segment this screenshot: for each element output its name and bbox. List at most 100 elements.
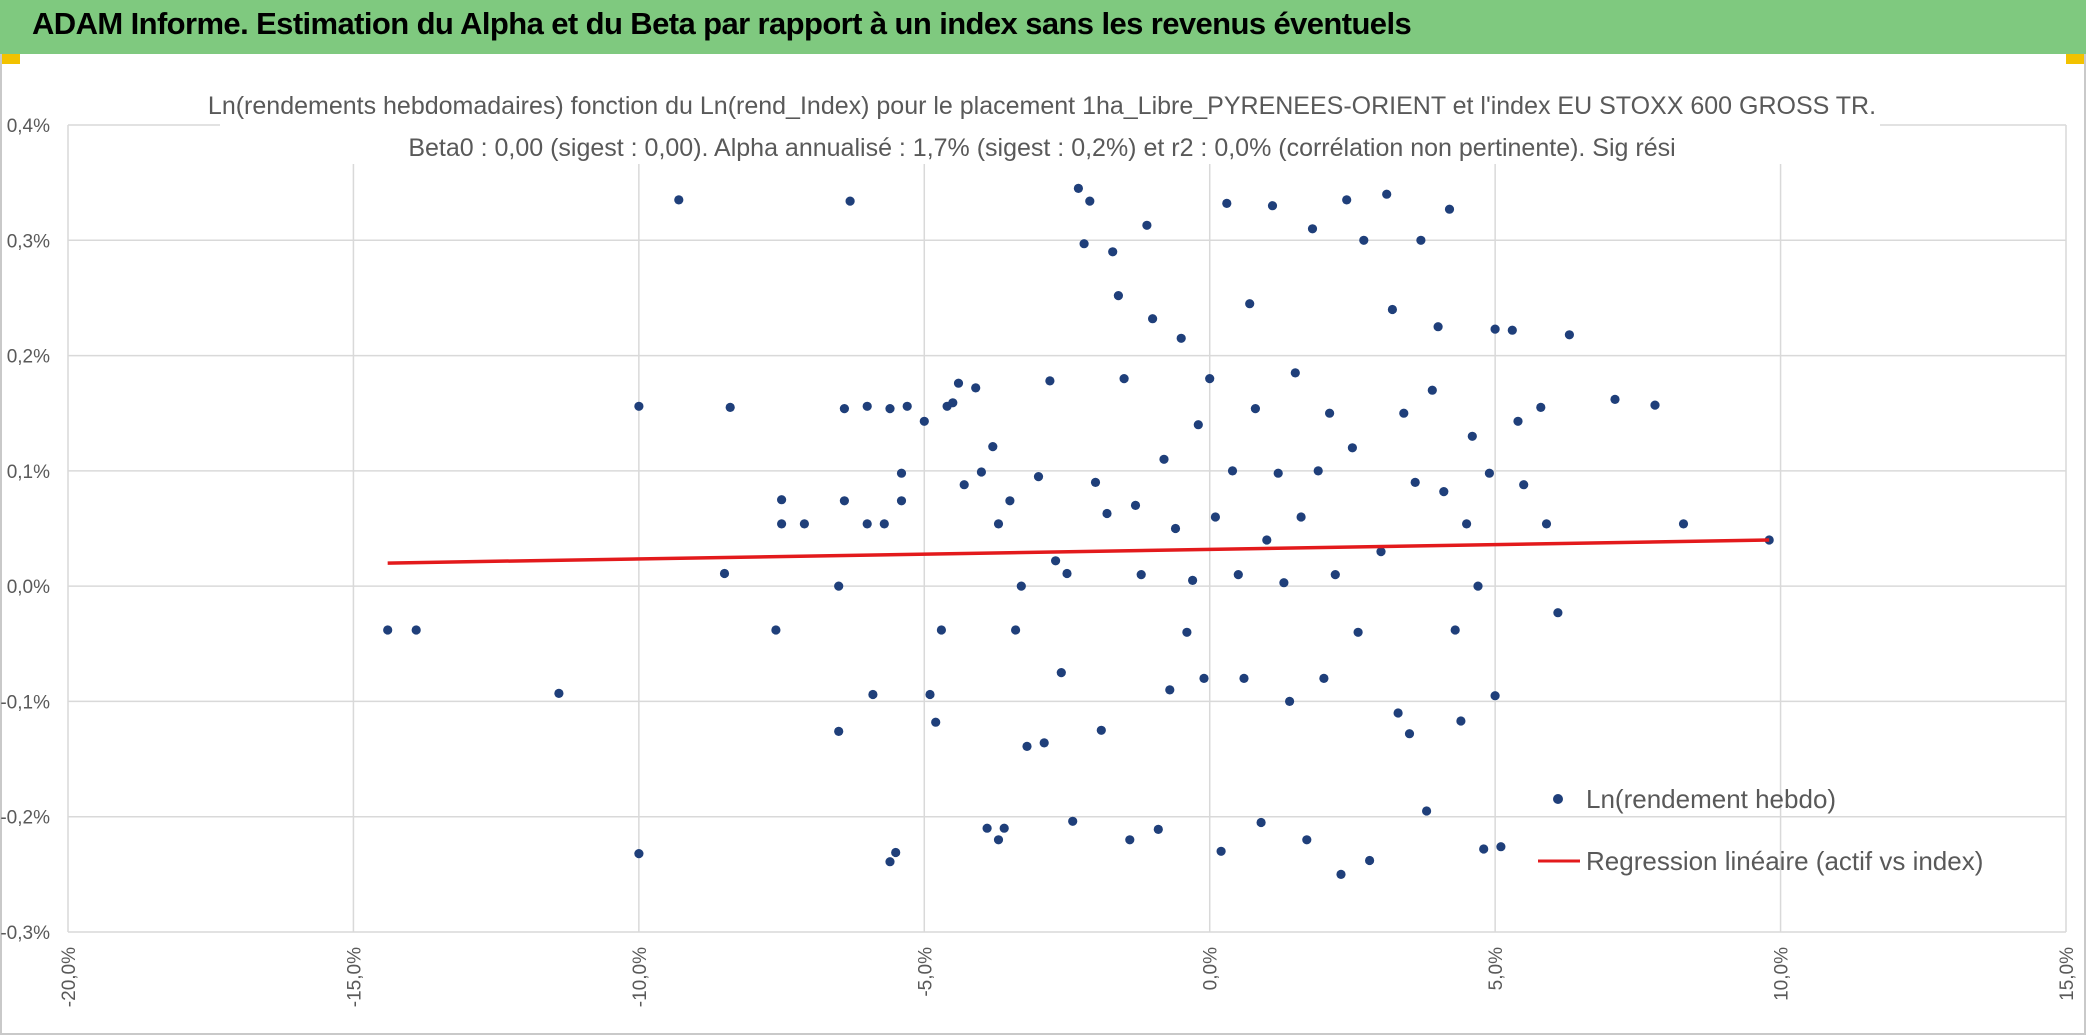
scatter-point	[1279, 578, 1289, 588]
scatter-point	[1056, 668, 1066, 678]
scatter-point	[1342, 195, 1352, 205]
scatter-point	[1336, 869, 1346, 880]
legend-marker-scatter	[1553, 794, 1563, 804]
scatter-point	[1136, 570, 1146, 580]
scatter-point	[1462, 519, 1472, 529]
y-tick-label: 0,2%	[7, 347, 50, 368]
scatter-point	[1005, 496, 1015, 506]
scatter-point	[1273, 468, 1283, 478]
scatter-point	[1011, 625, 1021, 635]
scatter-point	[1496, 842, 1506, 852]
scatter-point	[931, 717, 941, 727]
scatter-point	[1307, 224, 1318, 234]
x-tick-label: -15,0%	[344, 947, 365, 1007]
scatter-point	[1170, 523, 1181, 534]
scatter-point	[634, 849, 644, 859]
scatter-point	[1444, 204, 1455, 214]
scatter-point	[1490, 324, 1500, 334]
scatter-point	[1245, 299, 1255, 309]
scatter-point	[1222, 198, 1232, 208]
scatter-point	[1165, 685, 1175, 695]
y-tick-label: 0,0%	[7, 577, 50, 598]
scatter-point	[925, 689, 935, 700]
scatter-point	[1439, 487, 1449, 497]
scatter-point	[971, 383, 981, 393]
scatter-point	[834, 726, 844, 737]
corner-marker-left	[0, 54, 20, 64]
scatter-point	[1142, 220, 1152, 230]
scatter-point	[1376, 547, 1386, 557]
scatter-point	[1479, 844, 1489, 854]
chart-area	[0, 54, 2086, 1035]
chart-title-line1: Ln(rendements hebdomadaires) fonction du…	[208, 92, 1876, 120]
scatter-point	[1650, 400, 1660, 410]
scatter-point	[879, 519, 889, 529]
scatter-point	[411, 625, 421, 635]
x-tick-label: -20,0%	[59, 947, 80, 1007]
scatter-point	[771, 625, 781, 635]
scatter-point	[1250, 404, 1260, 414]
scatter-point	[1193, 420, 1203, 430]
scatter-point	[839, 404, 850, 414]
y-axis-ticks: 0,4% 0,3% 0,2% 0,1% 0,0% -0,1% -0,2% -0,3%	[0, 116, 50, 944]
scatter-point	[1205, 374, 1215, 384]
scatter-point	[777, 495, 787, 505]
scatter-point	[1393, 708, 1403, 718]
corner-marker-right	[2066, 54, 2086, 64]
scatter-point	[383, 625, 393, 635]
scatter-point	[1365, 855, 1375, 866]
scatter-point	[1513, 416, 1523, 426]
scatter-point	[834, 581, 844, 591]
legend: Ln(rendement hebdo) Regression linéaire …	[1538, 784, 1983, 876]
scatter-point	[1399, 408, 1409, 418]
scatter-point	[1764, 535, 1774, 545]
y-tick-label: 0,1%	[7, 462, 50, 483]
scatter-point	[1519, 480, 1529, 490]
scatter-point	[1159, 454, 1169, 464]
scatter-point	[1467, 431, 1477, 441]
scatter-point	[988, 442, 998, 452]
legend-label-line: Regression linéaire (actif vs index)	[1586, 846, 1983, 876]
scatter-point	[1045, 376, 1055, 386]
scatter-point	[902, 401, 912, 411]
scatter-point	[982, 823, 992, 833]
scatter-point	[1564, 330, 1574, 340]
scatter-point	[1359, 235, 1369, 245]
scatter-point	[1256, 817, 1266, 828]
scatter-point	[1033, 472, 1044, 482]
scatter-point	[1536, 402, 1546, 412]
x-axis-ticks: -20,0% -15,0% -10,0% -5,0% 0,0% 5,0% 10,0% 15,0…	[59, 947, 2078, 1007]
x-tick-label: -10,0%	[630, 947, 651, 1007]
scatter-point	[948, 398, 958, 408]
scatter-point	[1125, 835, 1135, 845]
scatter-point	[1051, 556, 1061, 566]
scatter-point	[1262, 535, 1272, 545]
scatter-point	[976, 467, 987, 477]
y-tick-label: 0,4%	[7, 116, 50, 137]
scatter-point	[1130, 500, 1141, 510]
scatter-point	[1319, 673, 1329, 684]
scatter-point	[891, 847, 901, 858]
x-tick-label: -5,0%	[915, 947, 936, 997]
scatter-point	[885, 404, 895, 414]
scatter-point	[845, 196, 855, 206]
scatter-point	[1108, 247, 1118, 257]
scatter-point	[674, 195, 684, 205]
page-title: ADAM Informe. Estimation du Alpha et du …	[32, 6, 1412, 41]
scatter-point	[1068, 816, 1078, 826]
scatter-point	[993, 519, 1004, 529]
scatter-point	[777, 519, 787, 529]
scatter-point	[1353, 627, 1363, 637]
scatter-point	[1062, 568, 1072, 579]
scatter-point	[1285, 696, 1295, 707]
scatter-point	[1387, 304, 1397, 315]
y-tick-label: 0,3%	[7, 231, 50, 252]
scatter-point	[1553, 608, 1563, 618]
scatter-point	[1330, 570, 1340, 580]
x-tick-label: 5,0%	[1486, 947, 1507, 990]
scatter-point	[1090, 477, 1101, 487]
scatter-point	[1296, 512, 1306, 522]
scatter-point	[1302, 835, 1312, 845]
scatter-point	[1148, 314, 1158, 324]
